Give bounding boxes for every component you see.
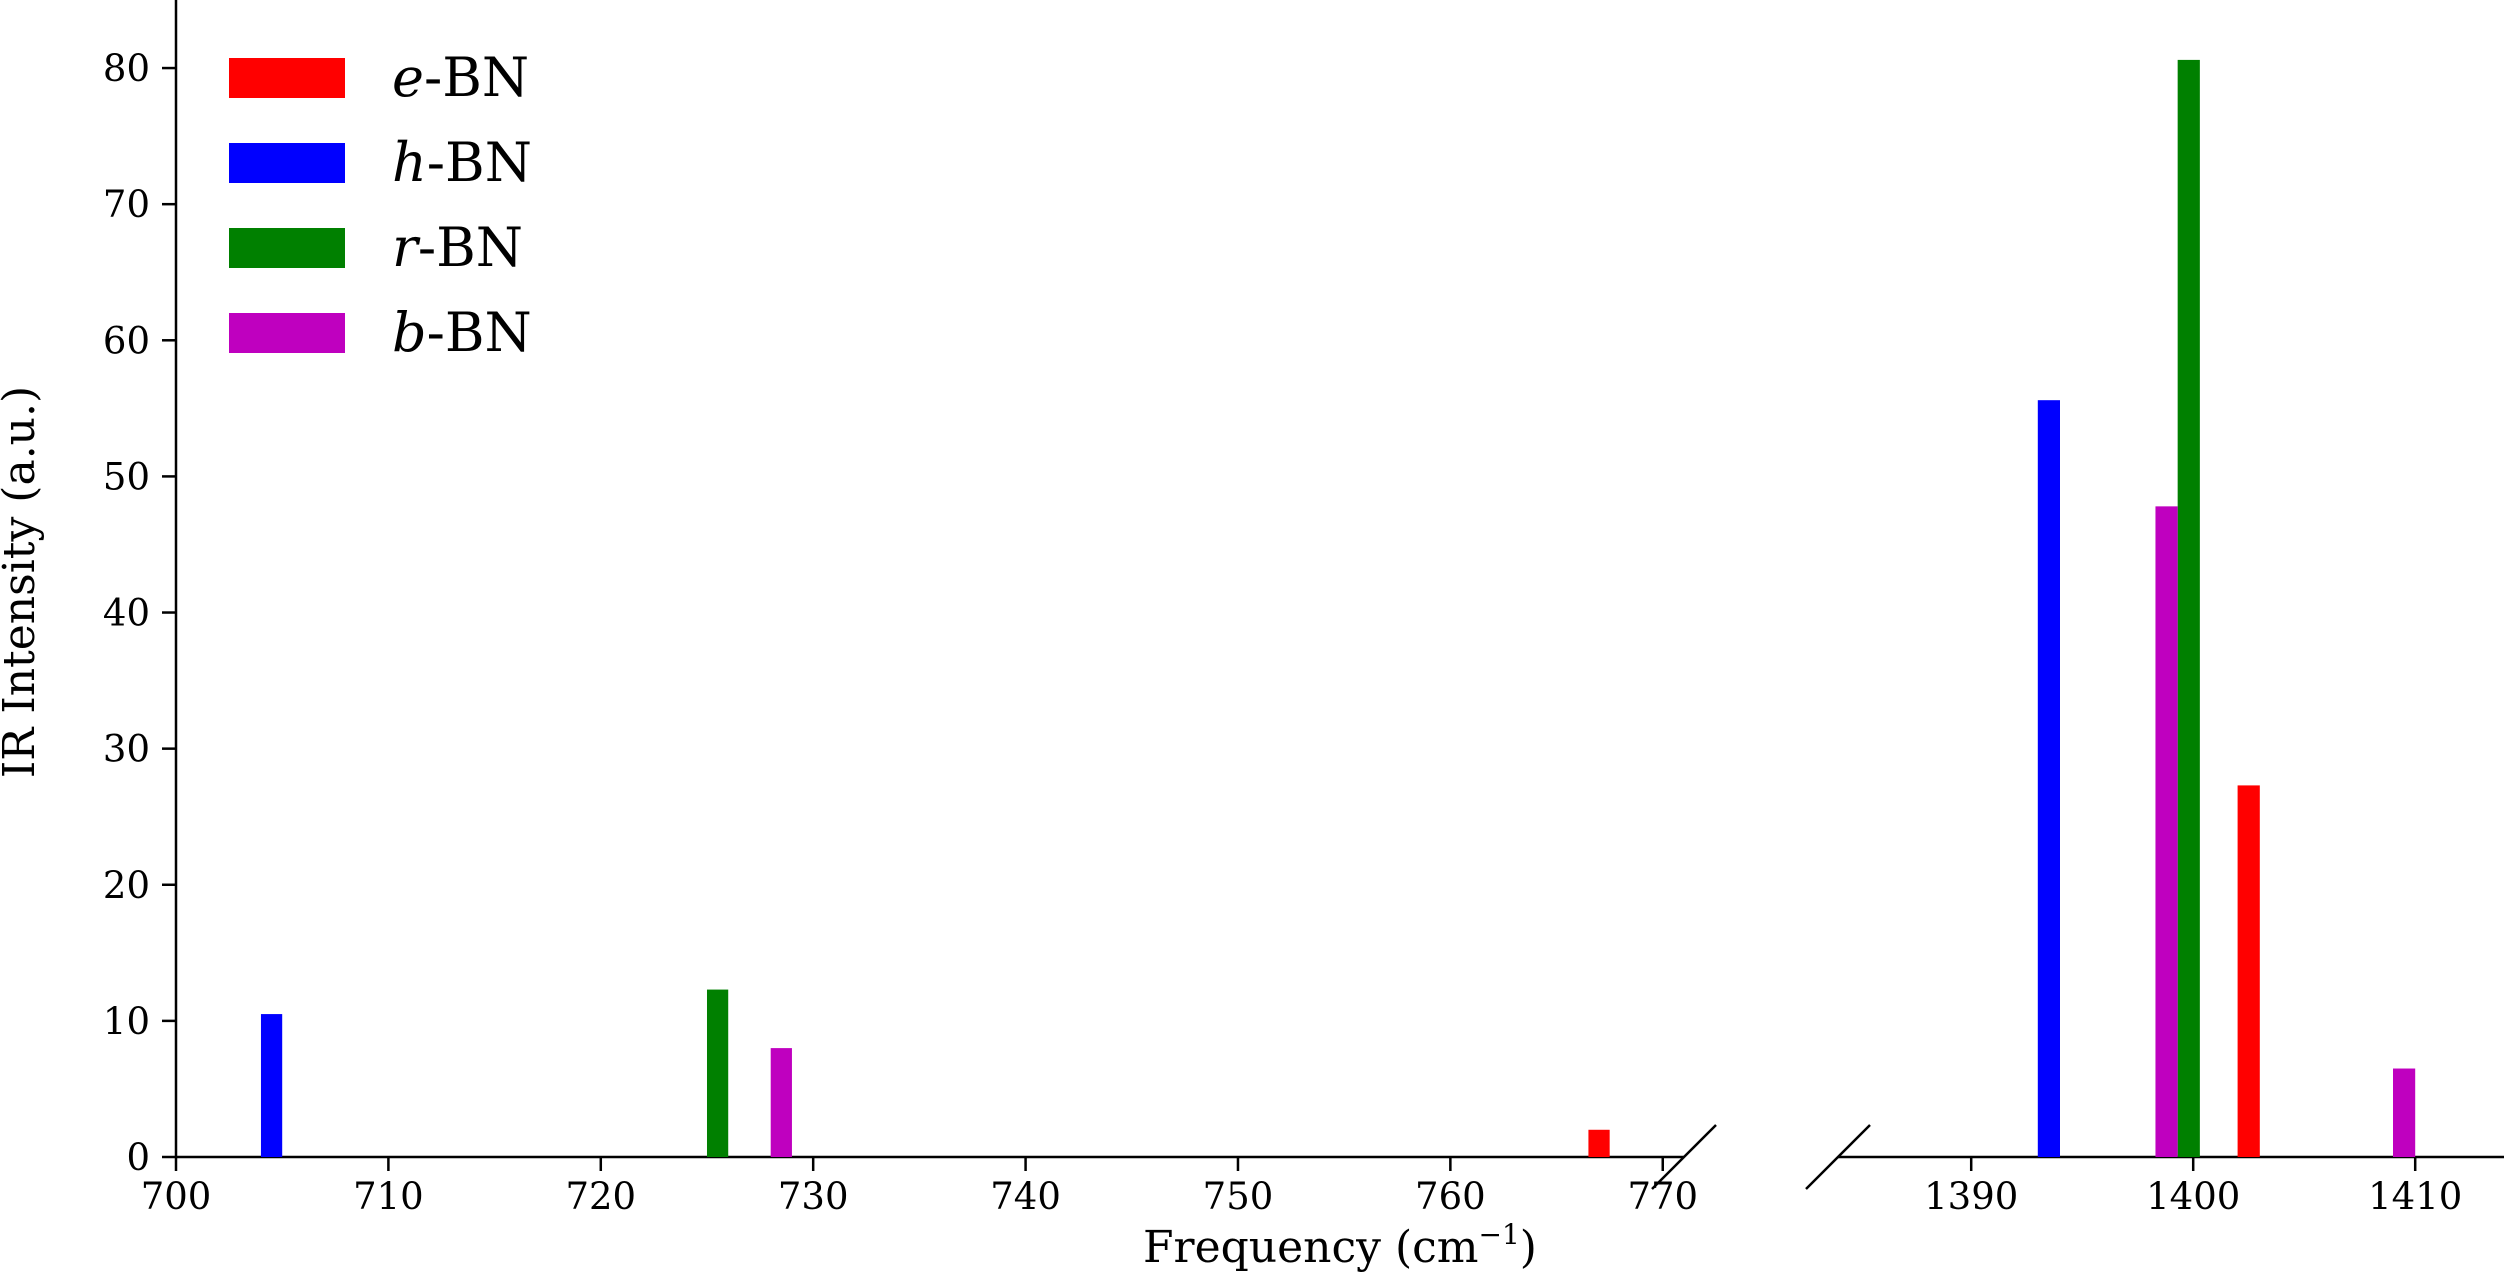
x-tick-label: 710 (353, 1175, 424, 1218)
bar-r-bn (706, 989, 729, 1157)
x-tick-label: 720 (565, 1175, 636, 1218)
y-tick-label: 50 (103, 455, 150, 498)
legend-label-name: -BN (427, 301, 532, 364)
bar-h-bn (2037, 400, 2060, 1157)
y-tick-label: 60 (103, 319, 150, 362)
x-axis-label-superscript: −1 (1479, 1218, 1520, 1251)
axis-break-mark (1805, 1124, 1871, 1190)
bar-b-bn (2393, 1068, 2416, 1157)
legend-label-prefix: b (392, 301, 427, 364)
legend-swatch (229, 313, 345, 353)
y-tick-label: 30 (103, 728, 150, 771)
legend-swatch (229, 58, 345, 98)
y-tick-label: 80 (103, 47, 150, 90)
legend-swatch (229, 143, 345, 183)
y-tick-label: 0 (126, 1136, 150, 1179)
legend-label-prefix: e (392, 46, 424, 109)
bar-b-bn (770, 1048, 792, 1157)
legend-label: h-BN (392, 131, 532, 194)
x-tick-label: 770 (1627, 1175, 1698, 1218)
x-tick-label: 700 (141, 1175, 212, 1218)
legend-swatch (229, 228, 345, 268)
legend-label-name: -BN (427, 131, 532, 194)
x-tick-label: 1390 (1924, 1175, 2018, 1218)
y-tick-label: 70 (103, 183, 150, 226)
y-tick-label: 40 (103, 592, 150, 635)
legend-label-prefix: h (392, 131, 427, 194)
x-tick-label: 1400 (2146, 1175, 2240, 1218)
x-tick-label: 750 (1203, 1175, 1274, 1218)
y-tick-label: 20 (103, 864, 150, 907)
legend-label-name: -BN (418, 216, 523, 279)
legend-label-name: -BN (424, 46, 529, 109)
bar-e-bn (2237, 785, 2260, 1157)
legend: e-BNh-BNr-BNb-BN (229, 46, 532, 364)
x-axis-label: Frequency (cm−1) (1143, 1218, 1537, 1273)
y-tick-label: 10 (103, 1000, 150, 1043)
bar-r-bn (2177, 59, 2200, 1158)
legend-label: e-BN (392, 46, 529, 109)
x-tick-label: 1410 (2368, 1175, 2462, 1218)
bar-b-bn (2155, 506, 2178, 1157)
bar-h-bn (260, 1014, 283, 1157)
x-tick-label: 730 (778, 1175, 849, 1218)
x-axis-label-text: Frequency (cm (1143, 1222, 1479, 1273)
axis-break-mark (1651, 1124, 1717, 1190)
y-axis-label: IR Intensity (a.u.) (0, 386, 45, 778)
legend-label: r-BN (392, 216, 523, 279)
x-axis-label-close: ) (1520, 1222, 1537, 1273)
legend-label: b-BN (392, 301, 532, 364)
legend-label-prefix: r (392, 216, 421, 279)
x-tick-label: 740 (990, 1175, 1061, 1218)
bar-e-bn (1588, 1129, 1610, 1157)
x-tick-label: 760 (1415, 1175, 1486, 1218)
